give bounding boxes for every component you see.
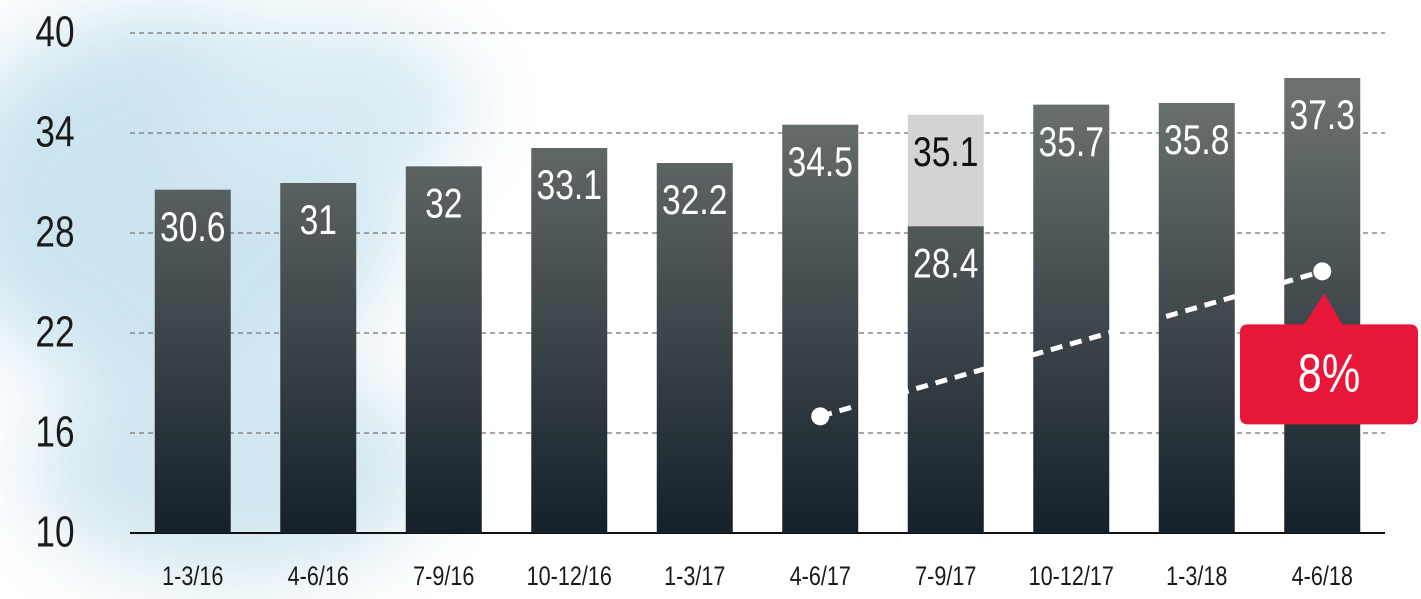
bar: [782, 124, 859, 534]
y-tick-label: 34: [35, 108, 74, 157]
annotation-text: 8%: [1298, 344, 1360, 404]
x-tick-label: 1-3/17: [664, 562, 725, 592]
value-label: 34.5: [788, 139, 853, 185]
x-tick-label: 7-9/16: [413, 562, 474, 592]
y-tick-label: 16: [35, 408, 74, 457]
x-tick-label: 4-6/16: [288, 562, 349, 592]
value-label: 37.3: [1290, 93, 1355, 139]
bar: [1033, 104, 1110, 534]
value-label: 33.1: [537, 163, 602, 209]
value-label: 35.1: [913, 129, 978, 175]
value-label: 35.7: [1039, 119, 1104, 165]
value-label: 31: [300, 198, 337, 244]
bar: [154, 189, 231, 533]
annotation-callout: [1240, 293, 1418, 425]
value-label: 32.2: [662, 178, 727, 224]
x-tick-label: 7-9/17: [915, 562, 976, 592]
trend-point: [811, 407, 830, 426]
x-tick-label: 1-3/18: [1166, 562, 1227, 592]
y-tick-label: 40: [35, 8, 74, 57]
x-tick-label: 4-6/17: [790, 562, 851, 592]
y-tick-label: 22: [35, 308, 74, 357]
bar: [656, 163, 733, 533]
x-tick-label: 10-12/17: [1029, 562, 1114, 592]
bar: [1158, 103, 1235, 533]
y-tick-label: 10: [35, 508, 74, 557]
value-label: 28.4: [913, 241, 978, 287]
background-smoke: [0, 10, 470, 580]
value-label: 35.8: [1164, 118, 1229, 164]
bar: [280, 183, 357, 533]
x-tick-label: 4-6/18: [1292, 562, 1353, 592]
trend-line: [819, 268, 1323, 419]
value-label: 30.6: [160, 204, 225, 250]
value-label: 32: [425, 181, 462, 227]
trend-point: [1313, 262, 1332, 281]
bar: [405, 166, 482, 534]
y-tick-label: 28: [35, 208, 74, 257]
bar: [531, 148, 608, 533]
x-tick-label: 10-12/16: [527, 562, 612, 592]
x-tick-label: 1-3/16: [162, 562, 223, 592]
